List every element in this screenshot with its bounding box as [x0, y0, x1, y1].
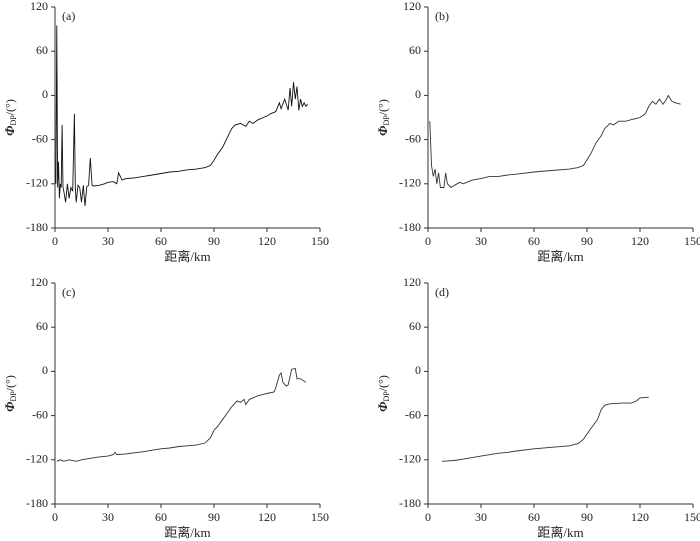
- x-tick-label: 0: [52, 234, 58, 248]
- x-tick-label: 150: [311, 234, 329, 248]
- y-tick-label: -120: [26, 176, 48, 190]
- y-tick-label: -180: [26, 496, 48, 510]
- y-tick-label: -180: [399, 220, 421, 234]
- x-tick-label: 0: [425, 510, 431, 524]
- x-tick-label: 150: [311, 510, 329, 524]
- data-line: [56, 367, 307, 462]
- y-label-unit: /(°): [376, 375, 390, 391]
- data-line: [442, 396, 649, 462]
- panel-label: (c): [62, 285, 75, 299]
- y-tick-label: 0: [415, 363, 421, 377]
- x-tick-label: 30: [102, 234, 114, 248]
- y-label-unit: /(°): [3, 99, 17, 115]
- x-axis-label: 距离/km: [164, 525, 210, 540]
- y-axis-label: ΦDP/(°): [375, 375, 391, 412]
- panel: -180 -120 -60 0 60 120 0 30 60 90 120 150 (a) 距离/km ΦD…: [2, 0, 329, 264]
- x-tick-label: 30: [475, 234, 487, 248]
- y-label-symbol: Φ: [375, 125, 390, 136]
- x-tick-label: 120: [258, 510, 276, 524]
- panel: -180 -120 -60 0 60 120 0 30 60 90 120 150 (d) 距离/km ΦD…: [375, 275, 700, 540]
- y-tick-label: 120: [403, 275, 421, 289]
- y-tick-label: 0: [42, 363, 48, 377]
- y-axis-label: ΦDP/(°): [2, 375, 18, 412]
- panel: -180 -120 -60 0 60 120 0 30 60 90 120 150 (c) 距离/km ΦD…: [2, 275, 329, 540]
- y-tick-label: -60: [32, 131, 48, 145]
- x-tick-label: 150: [684, 234, 700, 248]
- x-tick-label: 90: [208, 510, 220, 524]
- y-tick-label: -180: [26, 220, 48, 234]
- y-label-symbol: Φ: [2, 401, 17, 412]
- y-tick-label: -120: [26, 452, 48, 466]
- x-tick-label: 120: [258, 234, 276, 248]
- y-tick-label: -60: [32, 407, 48, 421]
- panel-label: (b): [435, 9, 449, 23]
- y-tick-label: -180: [399, 496, 421, 510]
- data-line: [55, 25, 308, 206]
- y-label-symbol: Φ: [375, 401, 390, 412]
- x-tick-label: 120: [631, 234, 649, 248]
- y-tick-label: -60: [405, 131, 421, 145]
- y-tick-label: -120: [399, 176, 421, 190]
- y-label-subscript: DP: [9, 391, 18, 402]
- x-axis-label: 距离/km: [537, 525, 583, 540]
- y-tick-label: 0: [42, 87, 48, 101]
- x-tick-label: 150: [684, 510, 700, 524]
- y-label-subscript: DP: [382, 115, 391, 126]
- y-tick-label: 60: [36, 319, 48, 333]
- x-axis-label: 距离/km: [537, 249, 583, 264]
- y-tick-label: 120: [30, 275, 48, 289]
- y-axis-label: ΦDP/(°): [2, 99, 18, 136]
- x-tick-label: 60: [528, 234, 540, 248]
- panel-label: (a): [62, 9, 75, 23]
- y-tick-label: 0: [415, 87, 421, 101]
- y-label-symbol: Φ: [2, 125, 17, 136]
- y-tick-label: 60: [409, 43, 421, 57]
- x-axis-label: 距离/km: [164, 249, 210, 264]
- y-axis-label: ΦDP/(°): [375, 99, 391, 136]
- panel-label: (d): [435, 285, 449, 299]
- x-tick-label: 90: [581, 510, 593, 524]
- y-label-unit: /(°): [376, 99, 390, 115]
- x-tick-label: 90: [581, 234, 593, 248]
- y-label-subscript: DP: [9, 115, 18, 126]
- x-tick-label: 60: [155, 234, 167, 248]
- y-tick-label: 60: [409, 319, 421, 333]
- data-line: [429, 94, 681, 189]
- y-tick-label: -60: [405, 407, 421, 421]
- y-tick-label: -120: [399, 452, 421, 466]
- y-tick-label: 120: [403, 0, 421, 13]
- x-tick-label: 60: [528, 510, 540, 524]
- y-label-subscript: DP: [382, 391, 391, 402]
- y-tick-label: 120: [30, 0, 48, 13]
- x-tick-label: 60: [155, 510, 167, 524]
- panel: -180 -120 -60 0 60 120 0 30 60 90 120 150 (b) 距离/km ΦD…: [375, 0, 700, 264]
- x-tick-label: 0: [425, 234, 431, 248]
- x-tick-label: 90: [208, 234, 220, 248]
- y-label-unit: /(°): [3, 375, 17, 391]
- x-tick-label: 30: [475, 510, 487, 524]
- y-tick-label: 60: [36, 43, 48, 57]
- x-tick-label: 120: [631, 510, 649, 524]
- x-tick-label: 0: [52, 510, 58, 524]
- x-tick-label: 30: [102, 510, 114, 524]
